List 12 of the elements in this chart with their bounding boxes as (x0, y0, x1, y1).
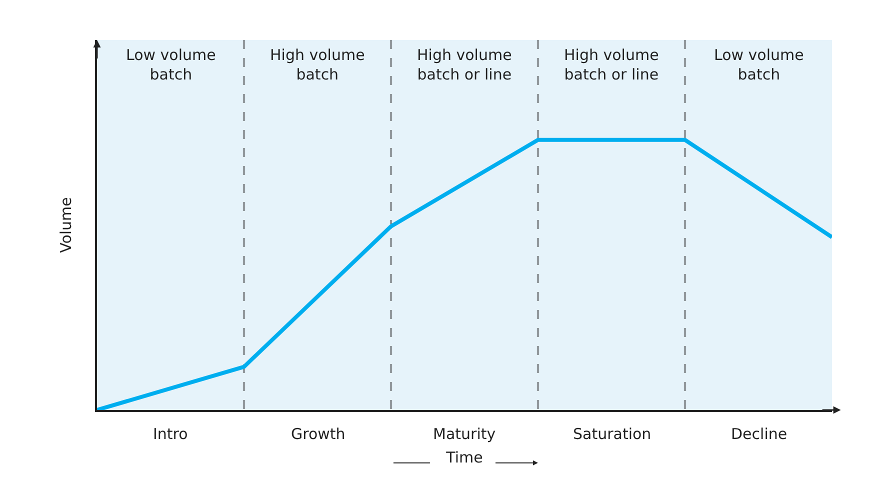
x-axis-title: Time (445, 448, 483, 466)
text: Growth (291, 425, 346, 443)
y-axis-title: Volume (57, 197, 75, 253)
text: Saturation (573, 425, 652, 443)
text: Decline (731, 425, 788, 443)
text: Intro (153, 425, 188, 443)
text: Maturity (433, 425, 496, 443)
text: Low volume batch (126, 46, 216, 84)
text: High volume batch or line (564, 46, 659, 84)
text: Low volume batch (714, 46, 804, 84)
text: High volume batch (270, 46, 365, 84)
text: High volume batch or line (417, 46, 512, 84)
